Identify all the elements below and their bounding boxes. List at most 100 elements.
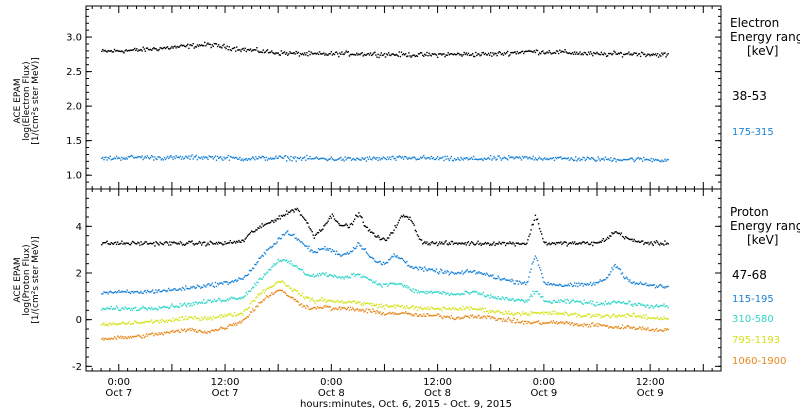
proton-point-4: [429, 308, 431, 310]
proton-point-4: [244, 308, 246, 311]
proton-point-5: [495, 319, 497, 321]
proton-point-2: [377, 261, 379, 264]
proton-point-4: [400, 305, 403, 307]
electron-point-1: [180, 44, 183, 46]
electron-point-2: [506, 157, 508, 160]
proton-point-3: [166, 306, 169, 309]
proton-point-4: [109, 322, 111, 324]
proton-point-4: [517, 312, 520, 314]
electron-point-1: [106, 51, 108, 53]
proton-point-4: [202, 318, 204, 321]
proton-point-5: [577, 325, 579, 327]
proton-point-2: [324, 246, 326, 248]
proton-point-4: [613, 313, 615, 316]
proton-point-3: [324, 274, 326, 276]
proton-point-3: [348, 276, 351, 278]
proton-point-4: [399, 306, 402, 308]
electron-point-2: [153, 159, 155, 161]
electron-point-2: [332, 158, 335, 161]
electron-point-2: [144, 155, 146, 158]
proton-point-3: [124, 306, 126, 308]
proton-point-2: [523, 282, 525, 284]
proton-point-3: [237, 298, 239, 300]
proton-point-5: [632, 326, 634, 328]
electron-point-1: [599, 54, 601, 56]
proton-point-3: [628, 300, 630, 302]
proton-point-1: [381, 238, 383, 240]
proton-point-5: [182, 329, 185, 331]
proton-point-1: [158, 244, 160, 246]
electron-point-1: [261, 51, 263, 54]
proton-point-2: [571, 285, 574, 288]
proton-point-5: [221, 327, 223, 329]
proton-point-1: [127, 242, 129, 244]
proton-point-3: [359, 273, 361, 276]
proton-point-1: [475, 243, 477, 246]
electron-point-1: [601, 53, 603, 55]
proton-point-2: [283, 234, 286, 236]
proton-point-3: [145, 308, 148, 310]
proton-point-2: [245, 275, 247, 277]
proton-point-1: [164, 241, 167, 243]
proton-point-4: [588, 313, 591, 315]
proton-point-3: [184, 302, 186, 304]
proton-point-1: [632, 240, 634, 242]
proton-point-1: [154, 245, 156, 247]
electron-point-2: [514, 157, 516, 159]
proton-point-2: [451, 271, 454, 274]
proton-point-1: [220, 242, 222, 244]
proton-point-5: [108, 337, 110, 340]
proton-point-1: [303, 217, 305, 219]
proton-point-5: [501, 320, 504, 322]
proton-point-3: [651, 305, 653, 307]
proton-point-5: [393, 313, 395, 316]
proton-point-3: [481, 293, 483, 296]
proton-point-1: [129, 243, 132, 246]
proton-point-2: [576, 282, 578, 285]
proton-point-2: [115, 292, 118, 294]
electron-point-1: [259, 51, 261, 53]
electron-point-1: [444, 55, 446, 58]
proton-point-1: [149, 242, 152, 244]
proton-point-1: [326, 222, 328, 224]
proton-point-3: [380, 284, 382, 287]
electron-point-1: [665, 56, 667, 58]
proton-point-4: [126, 322, 128, 325]
proton-point-5: [141, 337, 143, 339]
proton-point-1: [265, 223, 268, 225]
proton-point-1: [429, 244, 431, 246]
proton-point-1: [138, 242, 140, 244]
proton-point-5: [652, 328, 654, 331]
proton-point-4: [374, 304, 376, 306]
proton-point-2: [664, 287, 666, 289]
electron-point-1: [513, 51, 515, 53]
electron-point-1: [632, 53, 634, 55]
electron-point-1: [452, 54, 455, 56]
proton-point-2: [386, 262, 389, 264]
electron-point-2: [324, 158, 326, 160]
proton-point-3: [527, 299, 529, 301]
proton-point-1: [483, 243, 485, 245]
electron-point-1: [401, 53, 404, 56]
proton-point-1: [663, 244, 665, 246]
electron-point-1: [628, 51, 630, 53]
electron-point-1: [605, 55, 608, 57]
proton-point-5: [243, 318, 245, 321]
proton-point-1: [506, 242, 508, 245]
proton-point-2: [209, 284, 211, 287]
proton-point-1: [328, 217, 330, 220]
electron-point-1: [535, 49, 538, 51]
electron-point-2: [532, 155, 534, 158]
proton-point-2: [354, 248, 356, 250]
electron-point-2: [152, 156, 154, 158]
electron-point-2: [621, 159, 624, 161]
electron-point-2: [602, 157, 605, 160]
proton-point-5: [232, 322, 235, 325]
electron-point-1: [449, 53, 451, 55]
proton-point-3: [512, 297, 514, 300]
electron-point-1: [485, 54, 488, 56]
electron-point-2: [667, 158, 669, 161]
proton-point-4: [351, 300, 354, 302]
proton-point-5: [518, 321, 521, 324]
proton-point-2: [537, 264, 540, 266]
